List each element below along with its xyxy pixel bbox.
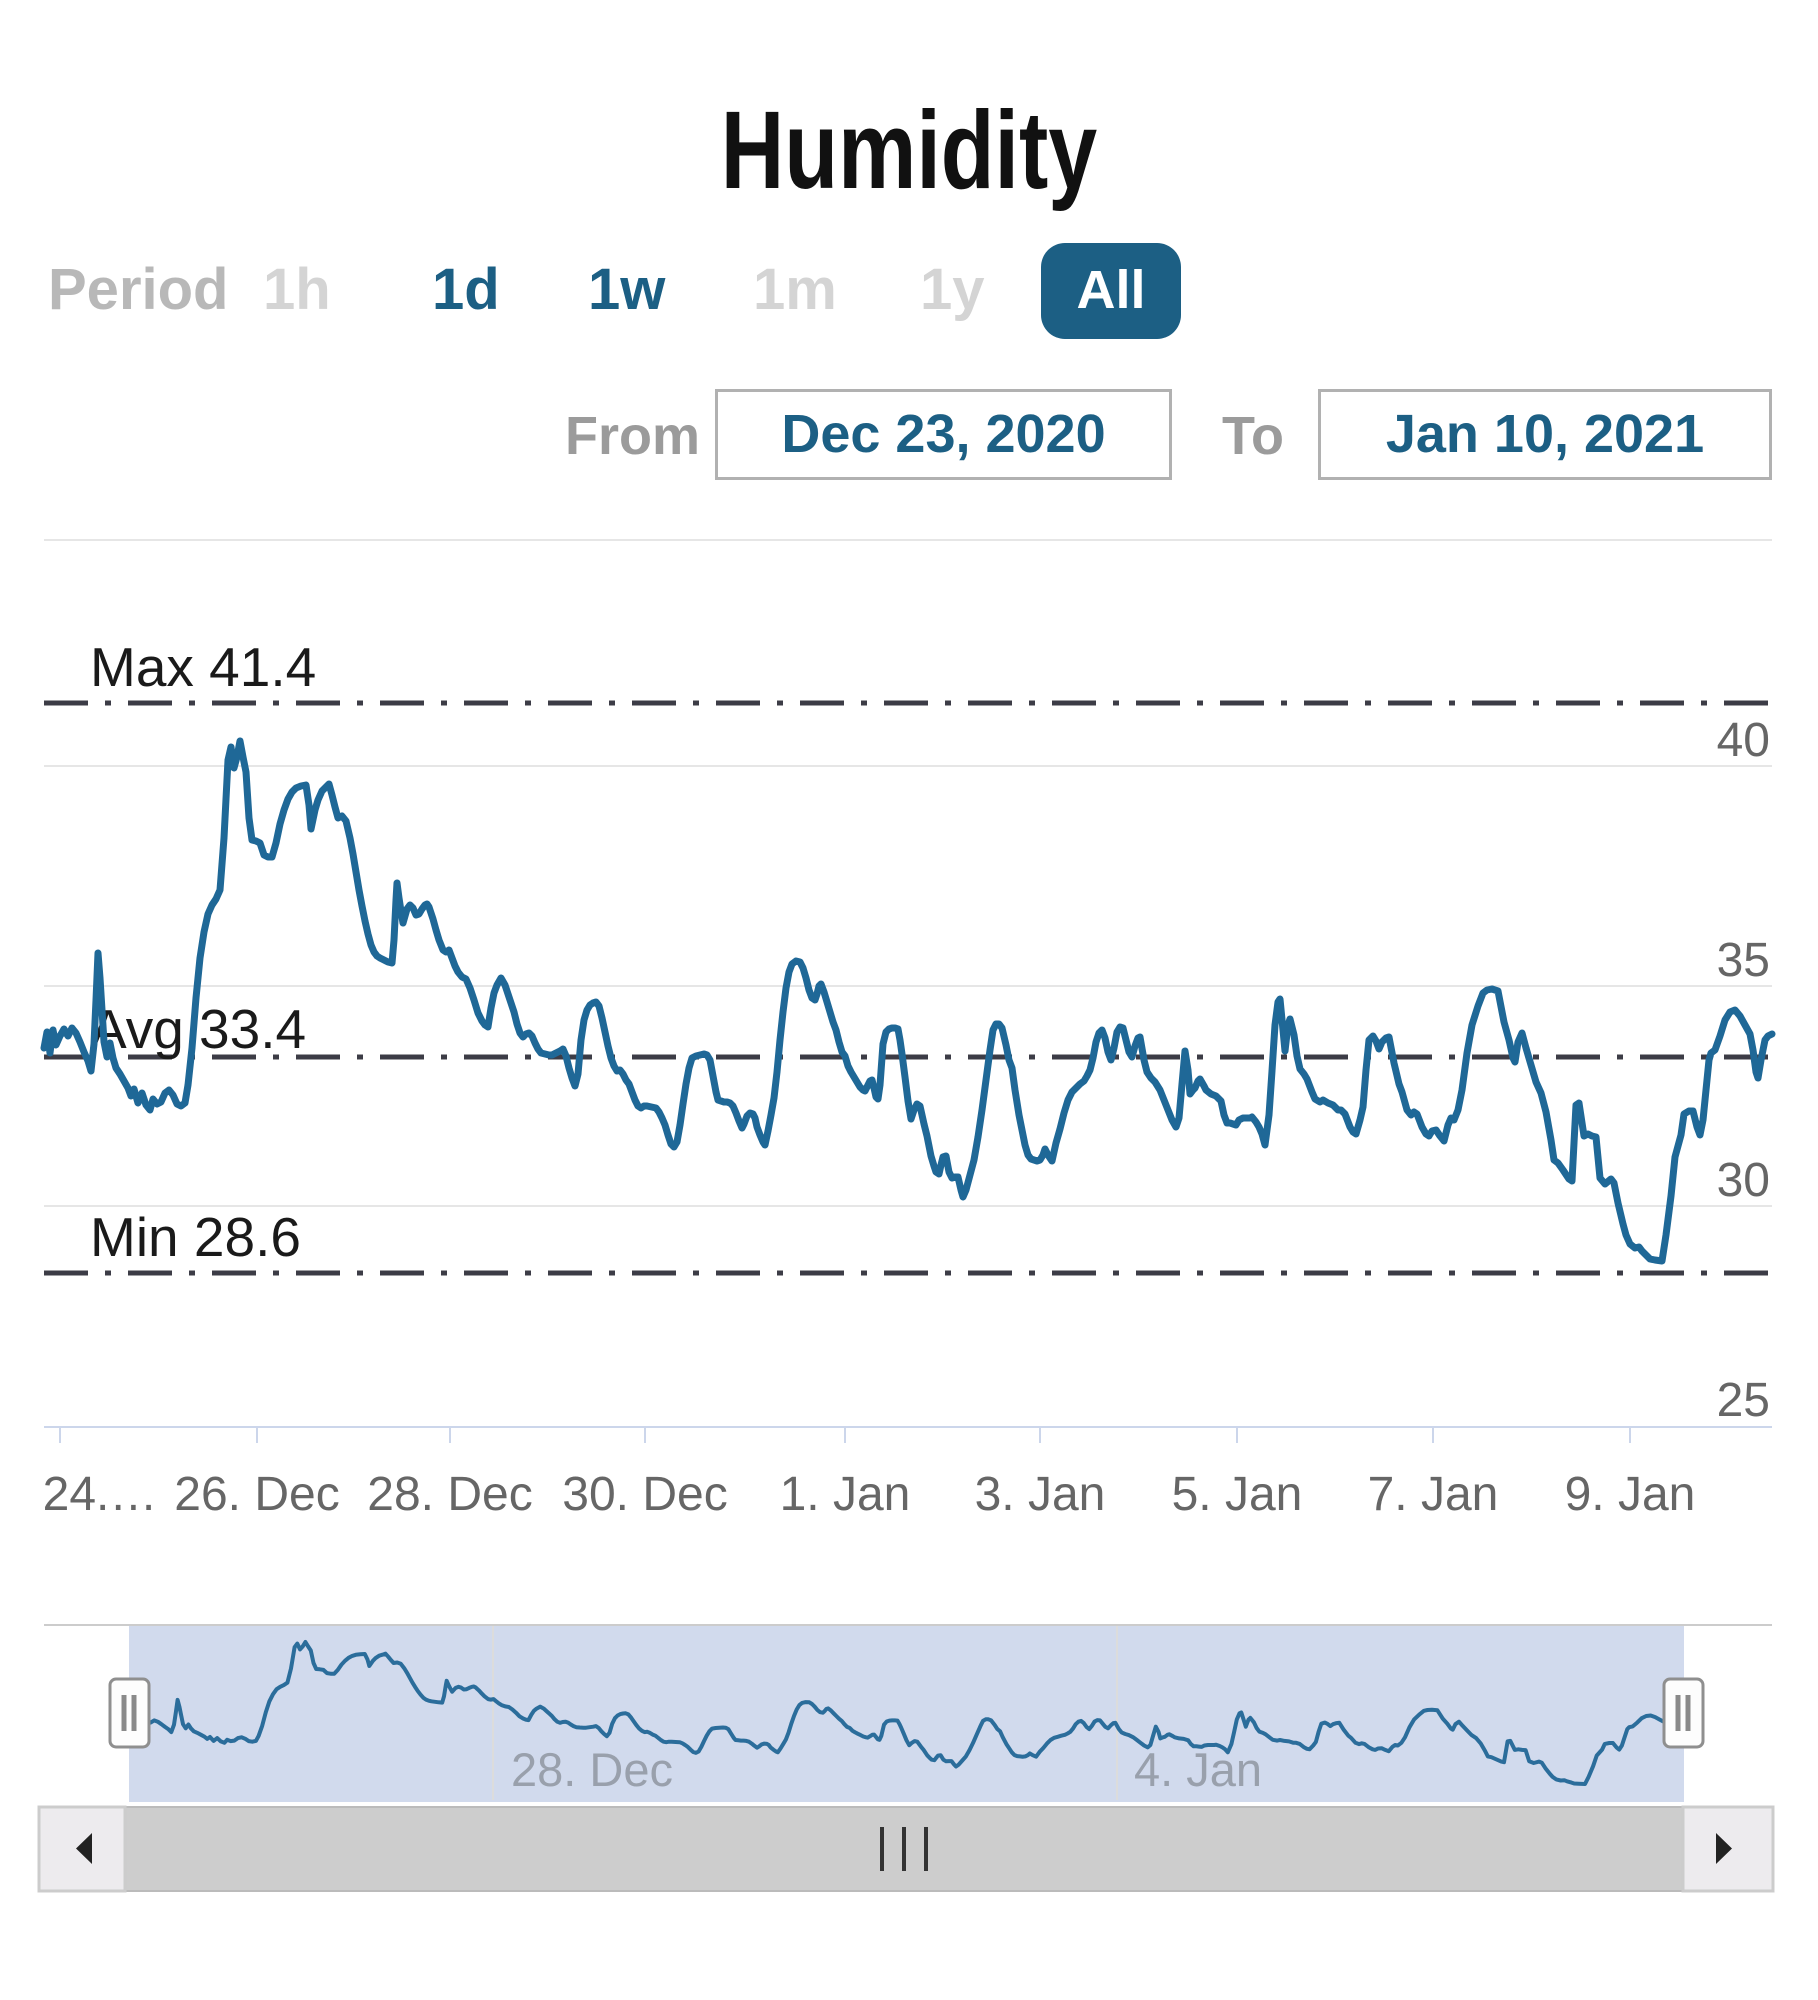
svg-text:1. Jan: 1. Jan bbox=[780, 1468, 911, 1521]
svg-text:9. Jan: 9. Jan bbox=[1565, 1468, 1696, 1521]
svg-text:24.…: 24.… bbox=[43, 1468, 158, 1521]
svg-text:26. Dec: 26. Dec bbox=[174, 1468, 339, 1521]
svg-text:Min 28.6: Min 28.6 bbox=[90, 1206, 301, 1268]
svg-text:7. Jan: 7. Jan bbox=[1368, 1468, 1499, 1521]
svg-text:3. Jan: 3. Jan bbox=[975, 1468, 1106, 1521]
svg-text:40: 40 bbox=[1717, 714, 1770, 767]
svg-text:30. Dec: 30. Dec bbox=[562, 1468, 727, 1521]
svg-text:5. Jan: 5. Jan bbox=[1172, 1468, 1303, 1521]
svg-text:Max 41.4: Max 41.4 bbox=[90, 636, 316, 698]
svg-text:4. Jan: 4. Jan bbox=[1134, 1743, 1262, 1796]
svg-text:30: 30 bbox=[1717, 1154, 1770, 1207]
svg-text:25: 25 bbox=[1717, 1374, 1770, 1427]
svg-text:28. Dec: 28. Dec bbox=[367, 1468, 532, 1521]
svg-text:28. Dec: 28. Dec bbox=[511, 1743, 673, 1796]
svg-text:35: 35 bbox=[1717, 934, 1770, 987]
